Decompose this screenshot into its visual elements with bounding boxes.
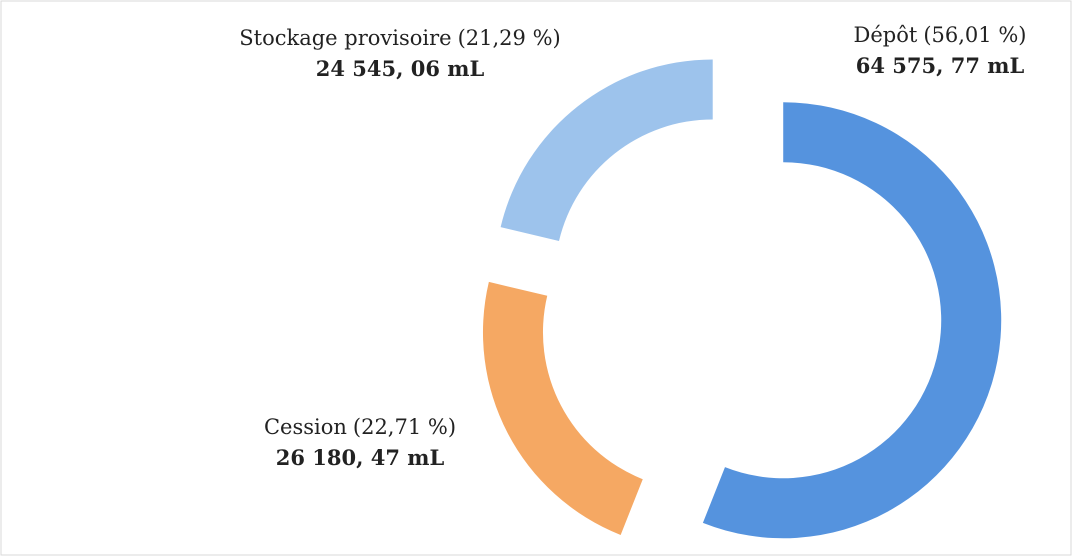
category-name: Stockage provisoire [239,26,451,50]
donut-segment [702,102,1002,539]
category-name: Dépôt [854,23,918,47]
donut-segment [482,281,643,535]
value-label: 26 180, 47 mL [276,445,445,470]
segment-label: Stockage provisoire (21,29 %) [239,26,560,50]
value-label: 24 545, 06 mL [316,56,485,81]
percent-label: (21,29 %) [458,26,561,50]
segment-label: Dépôt (56,01 %) [854,23,1027,47]
donut-segment [500,59,713,241]
segment-label: Cession (22,71 %) [264,415,456,439]
value-label: 64 575, 77 mL [856,53,1025,78]
percent-label: (56,01 %) [923,23,1026,47]
percent-label: (22,71 %) [353,415,456,439]
category-name: Cession [264,415,347,439]
